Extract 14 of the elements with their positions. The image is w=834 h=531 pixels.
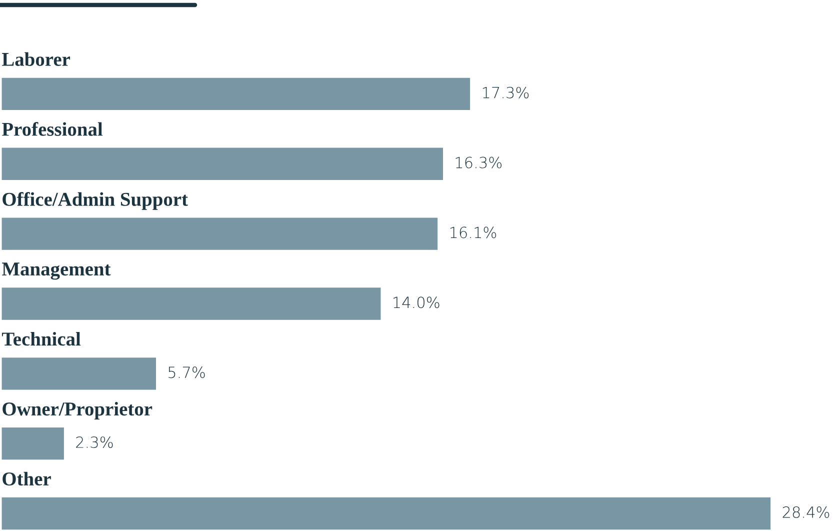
y-tick-label: Professional <box>2 122 103 136</box>
data-label: 16.1% <box>450 226 496 238</box>
y-tick-label: Owner/Proprietor <box>2 402 152 420</box>
data-label: 14.0% <box>394 296 440 308</box>
data-label: 16.3% <box>456 156 502 168</box>
y-tick-label: Other <box>2 472 51 486</box>
y-tick-label: Technical <box>2 332 81 346</box>
data-label: 17.3% <box>482 86 529 98</box>
data-label: 2.3% <box>76 436 113 448</box>
data-label: 28.4% <box>782 506 830 518</box>
y-tick-label: Management <box>2 262 111 280</box>
y-tick-label: Laborer <box>2 52 70 66</box>
data-label: 5.7% <box>168 366 205 378</box>
y-tick-label: Office/Admin Support <box>2 192 188 210</box>
